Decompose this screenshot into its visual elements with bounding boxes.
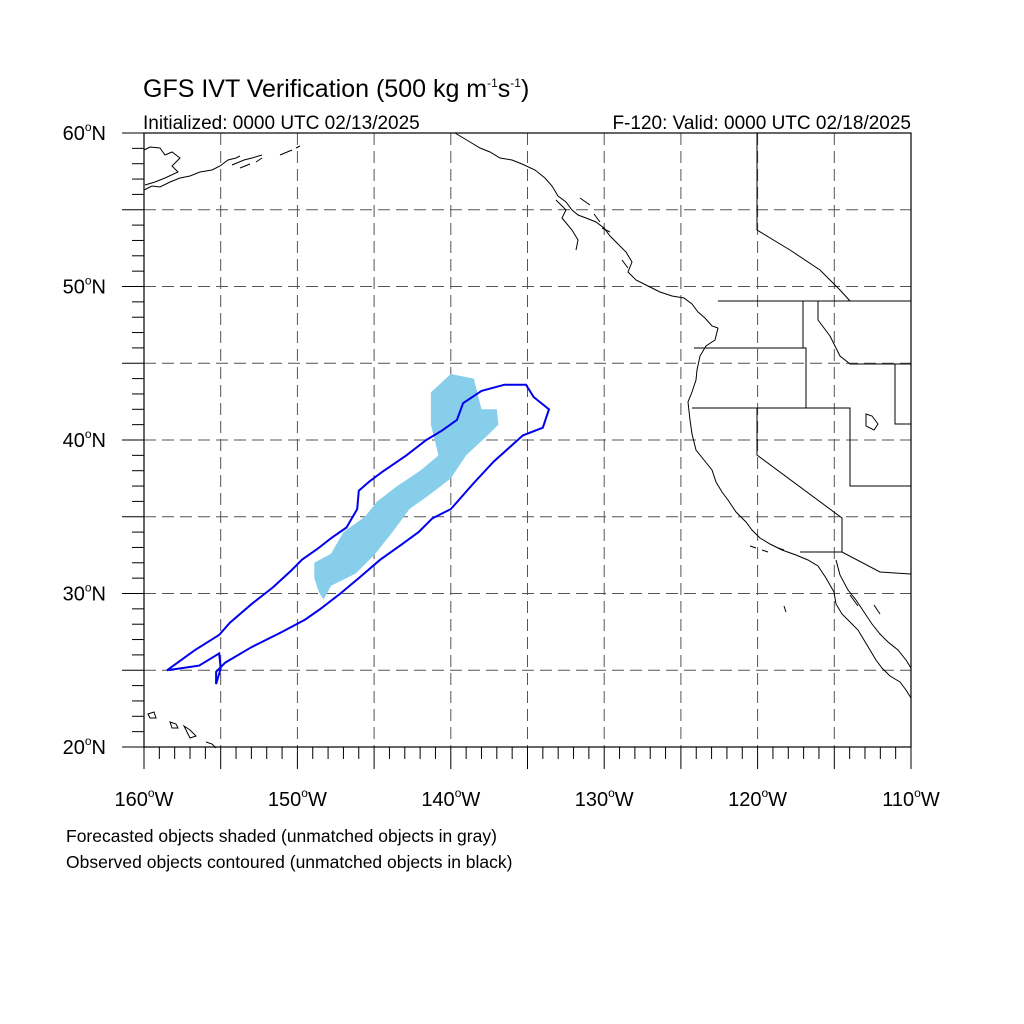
lon-label-140: 140oW [421, 786, 480, 811]
channel-islands [749, 545, 787, 613]
gulf-of-alaska-coast [454, 132, 719, 329]
map-panel [122, 132, 912, 769]
aleutian-islands [231, 145, 301, 169]
observed-object-contour [166, 383, 551, 685]
southeast-alaska-islands [555, 197, 629, 269]
longitude-labels: 160oW 150oW 140oW 130oW 120oW 110oW [115, 786, 940, 811]
legend-note-forecast: Forecasted objects shaded (unmatched obj… [66, 826, 497, 846]
lat-label-50: 50oN [63, 274, 106, 299]
great-salt-lake [865, 413, 879, 431]
lon-label-130: 130oW [575, 786, 634, 811]
lat-label-30: 30oN [63, 581, 106, 606]
lon-label-150: 150oW [268, 786, 327, 811]
us-west-coast [687, 327, 912, 699]
forecast-object-shaded [314, 374, 499, 600]
state-borders [692, 133, 912, 575]
minor-ticks [122, 132, 912, 769]
lon-label-120: 120oW [728, 786, 787, 811]
figure-title: GFS IVT Verification (500 kg m-1s-1) [143, 75, 529, 103]
legend-note-observed: Observed objects contoured (unmatched ob… [66, 852, 513, 872]
latitude-labels: 60oN 50oN 40oN 30oN 20oN [63, 120, 106, 759]
valid-time-label: F-120: Valid: 0000 UTC 02/18/2025 [612, 113, 911, 134]
lon-label-110: 110oW [882, 786, 940, 811]
initialized-label: Initialized: 0000 UTC 02/13/2025 [143, 113, 420, 134]
hawaii-islands [147, 711, 217, 749]
lat-label-60: 60oN [63, 120, 106, 145]
coastlines [143, 132, 912, 749]
lat-label-40: 40oN [63, 427, 106, 452]
alaska-coast [143, 146, 241, 191]
baja-gulf-coast [835, 559, 912, 669]
lat-label-20: 20oN [63, 734, 106, 759]
lon-label-160: 160oW [115, 786, 174, 811]
